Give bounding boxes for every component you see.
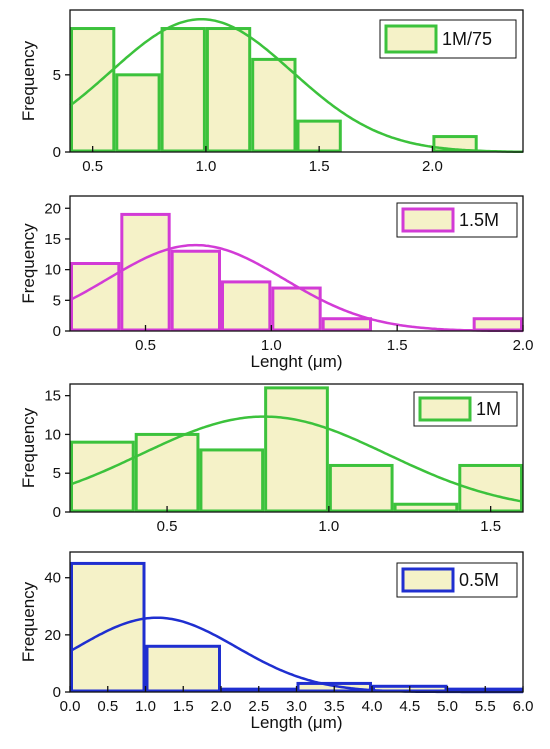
y-tick-label: 10	[44, 426, 61, 443]
histogram-bar	[170, 249, 222, 332]
histogram-bar	[145, 644, 221, 693]
x-tick-label: 1.0	[195, 158, 216, 175]
x-axis-label: Lenght (μm)	[251, 352, 343, 371]
histogram-bar	[70, 27, 116, 153]
y-tick-label: 20	[44, 627, 61, 644]
y-axis-label: Frequency	[19, 223, 38, 304]
y-tick-label: 5	[53, 67, 61, 84]
x-tick-label: 1.5	[309, 158, 330, 175]
x-tick-label: 3.5	[324, 698, 345, 715]
x-tick-label: 0.5	[135, 337, 156, 354]
histogram-bar	[70, 440, 135, 513]
legend-label: 1M	[476, 399, 501, 419]
histogram-panel: 0.0 0.5 1.0 1.5 2.0 2.5 3.0 3.5 4.0 4.5 5.0 5.5 6.0 0…	[19, 551, 534, 732]
x-axis-label: Length (μm)	[251, 713, 343, 732]
legend-label: 1.5M	[459, 210, 499, 230]
histogram-bar	[328, 463, 394, 513]
histogram-bar	[472, 317, 523, 332]
histogram-panel: 0.5 1.0 1.5 2.0 0 5 Frequency 1M/75	[19, 9, 524, 175]
y-tick-label: 0	[53, 144, 61, 161]
y-axis-label: Frequency	[19, 581, 38, 662]
y-tick-label: 20	[44, 200, 61, 217]
x-tick-label: 5.0	[437, 698, 458, 715]
x-tick-label: 0.5	[97, 698, 118, 715]
axes-frame	[69, 9, 524, 153]
axes-frame	[69, 383, 524, 513]
gaussian-fit-curve	[69, 243, 523, 333]
gaussian-fit-curve	[69, 18, 524, 154]
histogram-bar	[221, 280, 272, 332]
y-tick-label: 10	[44, 262, 61, 279]
legend-label: 1M/75	[442, 29, 492, 49]
y-axis-label: Frequency	[19, 407, 38, 488]
legend-swatch	[401, 567, 455, 593]
x-tick-label: 4.5	[399, 698, 420, 715]
x-tick-label: 1.0	[135, 698, 156, 715]
legend-swatch	[418, 396, 472, 422]
histogram-bar	[120, 212, 171, 332]
x-tick-label: 2.0	[422, 158, 443, 175]
x-tick-label: 6.0	[513, 698, 534, 715]
legend-swatch	[401, 207, 455, 233]
y-tick-label: 40	[44, 570, 61, 587]
histogram-bar	[321, 317, 372, 332]
histogram-bar	[70, 561, 146, 693]
histogram-bar	[264, 386, 329, 513]
legend-label: 0.5M	[459, 570, 499, 590]
x-tick-label: 1.5	[480, 518, 501, 535]
y-tick-label: 0	[53, 684, 61, 701]
x-tick-label: 2.0	[513, 337, 534, 354]
y-tick-label: 5	[53, 292, 61, 309]
histogram-panel: 0.5 1.0 1.5 0 5 10 15 Frequency 1M	[19, 383, 524, 535]
histogram-bar	[115, 73, 161, 153]
x-tick-label: 4.0	[362, 698, 383, 715]
legend-swatch	[384, 24, 438, 54]
x-tick-label: 2.5	[248, 698, 269, 715]
x-tick-label: 0.5	[157, 518, 178, 535]
x-tick-label: 1.0	[261, 337, 282, 354]
x-tick-label: 1.5	[387, 337, 408, 354]
gaussian-fit-curve	[69, 415, 524, 503]
y-tick-label: 0	[53, 323, 61, 340]
x-tick-label: 0.5	[82, 158, 103, 175]
axes-frame	[69, 195, 524, 332]
x-tick-label: 5.5	[475, 698, 496, 715]
y-axis-label: Frequency	[19, 40, 38, 121]
histogram-bar	[134, 432, 200, 513]
x-tick-label: 2.0	[211, 698, 232, 715]
histogram-bar	[205, 27, 252, 153]
x-tick-label: 0.0	[60, 698, 81, 715]
histogram-panel: 0.5 1.0 1.5 2.0 0 5 10 15 20 Frequency Lenght (μm)…	[19, 195, 534, 371]
y-tick-label: 5	[53, 465, 61, 482]
histogram-bar	[393, 502, 459, 513]
y-tick-label: 15	[44, 388, 61, 405]
histogram-bar	[160, 27, 206, 153]
histogram-bar	[70, 262, 121, 332]
x-tick-label: 3.0	[286, 698, 307, 715]
histogram-bar	[199, 448, 265, 513]
histogram-bar	[251, 57, 297, 153]
y-tick-label: 0	[53, 504, 61, 521]
x-tick-label: 1.0	[318, 518, 339, 535]
x-tick-label: 1.5	[173, 698, 194, 715]
y-tick-label: 15	[44, 231, 61, 248]
